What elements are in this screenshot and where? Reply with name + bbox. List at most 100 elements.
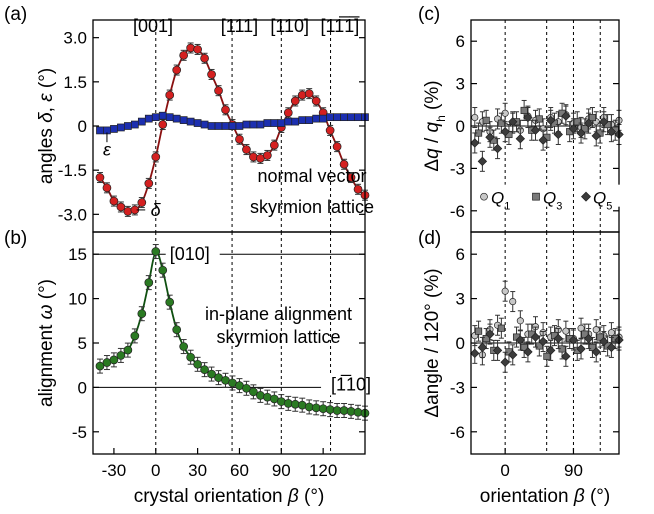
data-point	[263, 119, 272, 127]
data-point	[515, 134, 526, 144]
label-background	[165, 243, 220, 266]
data-point	[545, 115, 556, 126]
y-tick-label: 3.0	[63, 29, 87, 48]
panel-d: -6 -3 0 3 6 0 90 (d) Δangle / 120° (%) orientatio…	[418, 228, 624, 507]
plot-frame	[92, 231, 366, 455]
delta-label: δ	[151, 200, 162, 220]
data-point	[606, 342, 617, 353]
data-point	[508, 350, 518, 360]
data-point	[242, 145, 251, 154]
data-point	[581, 330, 589, 338]
data-point	[576, 128, 586, 138]
x-tick-label: 90	[272, 461, 291, 480]
y-tick-label: 10	[68, 290, 87, 309]
data-point	[568, 335, 579, 345]
data-point	[581, 125, 589, 133]
series-epsilon	[96, 111, 369, 135]
y-tick-label: 0	[78, 378, 87, 397]
data-point	[117, 123, 125, 132]
data-point	[561, 111, 571, 121]
data-point	[124, 122, 132, 130]
data-point	[109, 355, 119, 365]
data-point	[583, 333, 594, 344]
data-point	[523, 347, 533, 357]
x-tick-label: 120	[309, 461, 337, 480]
data-point	[500, 357, 510, 367]
data-point	[96, 126, 104, 135]
y-tick-label: 3	[456, 75, 465, 94]
data-point	[221, 105, 230, 115]
data-point	[186, 117, 195, 126]
data-point	[249, 152, 258, 162]
y-tick-label: 1.5	[63, 73, 87, 92]
series-q3	[475, 99, 619, 151]
y-tick-label: 0	[456, 117, 465, 136]
direction-label: [010]	[170, 244, 210, 264]
data-point	[207, 369, 216, 379]
data-point	[346, 173, 356, 182]
y-axis-label: angles δ, ε (°)	[36, 68, 57, 184]
data-point	[591, 131, 601, 141]
data-point	[130, 120, 139, 129]
data-point	[340, 113, 348, 122]
data-point	[214, 122, 223, 130]
data-point	[200, 120, 209, 129]
data-point	[485, 329, 495, 339]
legend-background	[528, 184, 572, 207]
data-point	[530, 332, 541, 342]
data-point	[193, 359, 202, 369]
data-point	[256, 120, 265, 129]
y-axis-label: alignment ω (°)	[36, 279, 57, 407]
data-point	[242, 120, 251, 129]
data-point	[290, 96, 300, 106]
legend-marker	[480, 192, 488, 201]
annotation-text: normal vector	[257, 166, 366, 186]
annotation-text: skyrmion lattice	[217, 327, 341, 347]
data-point	[200, 365, 209, 374]
data-point	[172, 325, 182, 335]
data-point	[158, 265, 168, 275]
data-point	[249, 120, 258, 129]
data-point	[516, 317, 524, 325]
data-point	[165, 90, 175, 100]
data-point	[228, 122, 237, 130]
data-point	[333, 113, 341, 122]
data-point	[95, 361, 105, 371]
direction-label: [110]	[270, 16, 309, 36]
data-point	[561, 351, 571, 362]
x-tick-label: -30	[102, 461, 127, 480]
data-point	[326, 113, 334, 122]
data-point	[576, 344, 586, 354]
data-point	[193, 119, 202, 127]
data-point	[116, 351, 126, 360]
panel-a: -3.0 -1.5 0 1.5 3.0 [001] [111] [110] [11̅1̅] ε δ n…	[4, 4, 374, 233]
y-axis-label: Δangle / 120° (%)	[422, 268, 443, 417]
data-point	[249, 387, 258, 397]
legend-label: Q3	[543, 189, 562, 213]
data-point	[497, 119, 505, 127]
direction-label: [11̅1̅]	[321, 16, 361, 36]
series-q3	[475, 317, 619, 367]
data-point	[95, 173, 105, 182]
data-point	[158, 120, 168, 129]
data-point	[492, 345, 503, 356]
x-tick-label: 30	[188, 461, 207, 480]
data-point	[172, 114, 181, 123]
data-point	[263, 151, 272, 160]
data-point	[471, 113, 479, 122]
data-point	[144, 278, 154, 287]
legend: Q1 Q3 Q5	[476, 184, 622, 213]
data-point	[470, 348, 480, 359]
data-point	[520, 106, 528, 115]
data-point	[123, 207, 133, 216]
panel-label: (a)	[4, 4, 27, 25]
data-point	[312, 114, 321, 123]
data-point	[137, 117, 146, 126]
y-tick-label: -5	[72, 423, 87, 442]
x-tick-label: 0	[151, 461, 160, 480]
data-point	[477, 156, 488, 167]
legend-label: Q5	[593, 189, 612, 213]
data-point	[151, 113, 160, 122]
data-point	[538, 135, 548, 145]
direction-label: [1̅10]	[331, 374, 371, 394]
